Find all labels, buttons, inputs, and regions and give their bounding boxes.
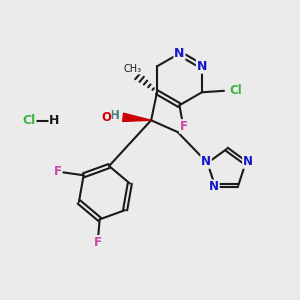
- Text: Cl: Cl: [230, 84, 243, 97]
- Text: N: N: [209, 180, 219, 193]
- Text: F: F: [54, 165, 62, 178]
- Polygon shape: [123, 113, 151, 122]
- Text: N: N: [243, 155, 253, 168]
- Text: CH₃: CH₃: [124, 64, 142, 74]
- Text: N: N: [174, 47, 184, 60]
- Text: Cl: Cl: [23, 114, 36, 127]
- Text: O: O: [101, 111, 111, 124]
- Text: N: N: [197, 60, 207, 73]
- Text: N: N: [201, 155, 211, 168]
- Text: H: H: [110, 109, 120, 122]
- Text: F: F: [180, 120, 188, 133]
- Text: H: H: [49, 114, 59, 127]
- Text: F: F: [94, 236, 102, 249]
